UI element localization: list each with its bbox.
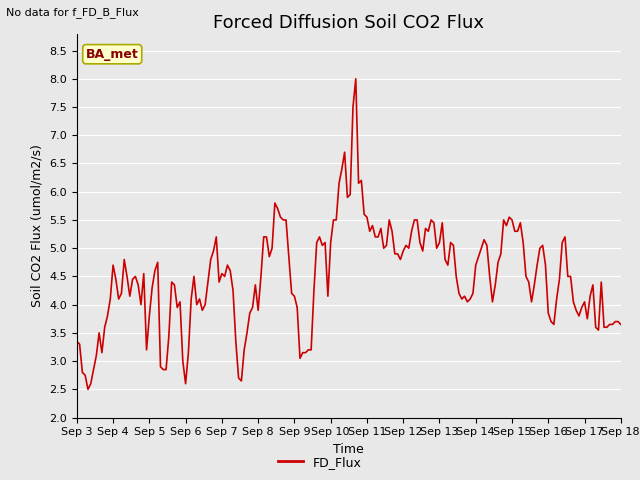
Title: Forced Diffusion Soil CO2 Flux: Forced Diffusion Soil CO2 Flux: [213, 14, 484, 32]
Legend: FD_Flux: FD_Flux: [273, 451, 367, 474]
Text: No data for f_FD_B_Flux: No data for f_FD_B_Flux: [6, 7, 140, 18]
Y-axis label: Soil CO2 Flux (umol/m2/s): Soil CO2 Flux (umol/m2/s): [31, 144, 44, 307]
X-axis label: Time: Time: [333, 443, 364, 456]
Text: BA_met: BA_met: [86, 48, 139, 60]
